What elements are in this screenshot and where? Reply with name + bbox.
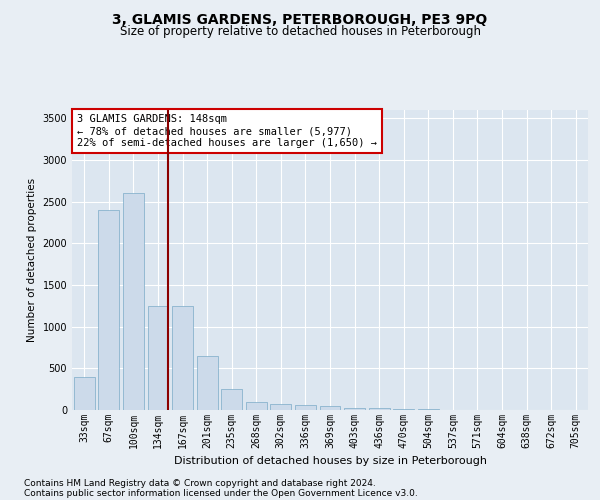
Y-axis label: Number of detached properties: Number of detached properties (27, 178, 37, 342)
Bar (295, 405, 316, 410)
X-axis label: Distribution of detached houses by size in Peterborough: Distribution of detached houses by size … (173, 456, 487, 466)
Bar (74, 376, 95, 410)
Text: 3, GLAMIS GARDENS, PETERBOROUGH, PE3 9PQ: 3, GLAMIS GARDENS, PETERBOROUGH, PE3 9PQ (112, 12, 488, 26)
Bar (271, 404, 292, 410)
Bar (320, 406, 340, 410)
Bar (98, 210, 119, 410)
Text: 3 GLAMIS GARDENS: 148sqm
← 78% of detached houses are smaller (5,977)
22% of sem: 3 GLAMIS GARDENS: 148sqm ← 78% of detach… (77, 114, 377, 148)
Text: Contains HM Land Registry data © Crown copyright and database right 2024.: Contains HM Land Registry data © Crown c… (24, 478, 376, 488)
Text: Contains public sector information licensed under the Open Government Licence v3: Contains public sector information licen… (24, 488, 418, 498)
Bar (393, 409, 414, 410)
Bar (344, 408, 365, 410)
Bar (148, 306, 169, 410)
Bar (246, 402, 267, 410)
Bar (368, 408, 389, 410)
Bar (197, 356, 218, 410)
Text: Size of property relative to detached houses in Peterborough: Size of property relative to detached ho… (119, 25, 481, 38)
Bar (172, 306, 193, 410)
Bar (123, 194, 144, 410)
Bar (418, 409, 439, 410)
Bar (221, 389, 242, 410)
